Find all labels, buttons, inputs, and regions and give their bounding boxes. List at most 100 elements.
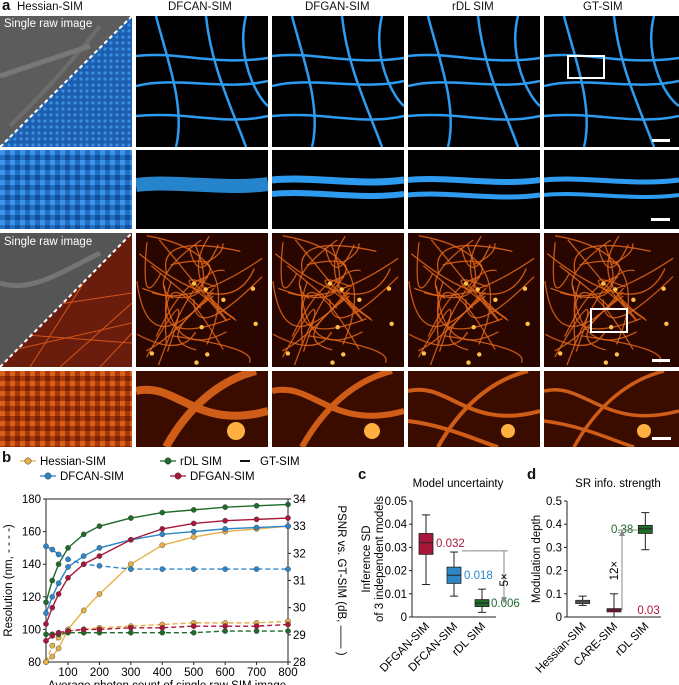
psnr-point [128,515,134,521]
y-left-axis-label: Resolution (nm, - - - -) [3,524,15,637]
actin-spot [613,287,618,292]
fold-arrowhead [619,530,625,536]
raw-label-top: Single raw image [4,18,93,30]
psnr-point [96,591,103,597]
y-tick-label: 0.02 [385,566,407,578]
actin-spot [477,352,482,357]
psnr-point [65,564,71,570]
psnr-point [253,502,260,509]
actin-spot [253,321,258,327]
actin-filament [410,253,527,295]
psnr-point [222,517,228,524]
y-axis-label: Inference SD [361,525,373,592]
resolution-point [253,623,260,629]
resolution-point [65,628,71,634]
dfcan-microtubule [136,16,268,147]
psnr-point [80,553,87,559]
psnr-point [285,501,291,508]
actin-filament [416,242,434,289]
x-axis-label: Average photon count of single raw SIM i… [48,680,286,685]
actin-network [136,235,263,366]
psnr-point [128,536,134,543]
psnr-point [159,542,166,548]
fold-arrowhead [501,597,507,604]
actin-filament [546,253,666,295]
actin-spot [661,286,666,291]
roi-box [567,55,605,79]
psnr-point [55,645,62,652]
actin-filament [164,245,241,273]
resolution-point [96,563,103,569]
psnr-point [285,515,291,521]
actin-filament [193,276,263,319]
fold-label: 5× [499,573,511,586]
y-tick-label: 0.4 [546,519,563,531]
gt-actin [544,233,679,367]
dfgan-zoom-actin [272,371,404,447]
actin-filament [313,295,350,351]
actin-filament [281,308,316,358]
psnr-point [159,509,166,516]
gt-zoom-microtubule [544,150,679,229]
roi-box [590,308,628,333]
value-label: 0.03 [637,605,659,617]
psnr-point [253,516,260,523]
actin-filament [278,244,341,299]
y-tick-label: 0.04 [385,519,408,531]
value-label: 0.018 [464,570,493,582]
actin-spot [471,324,476,330]
psnr-point [190,520,197,527]
actin-spot [389,321,394,327]
actin-spot [205,352,210,357]
sr-info-strength-chart: SR info. strength00.10.20.30.40.5Hessian… [531,478,661,676]
resolution-point [43,659,49,665]
psnr-point [65,545,71,551]
psnr-point [49,604,56,611]
y-left-tick-label: 160 [22,527,41,539]
rdl-actin [408,233,540,367]
actin-spot [203,287,208,292]
actin-filament [188,244,219,268]
psnr-point [159,526,166,532]
actin-spot [493,297,498,303]
actin-filament [449,295,486,351]
resolution-line-dfgan [45,623,289,642]
y-right-tick-label: 32 [293,548,306,560]
model-uncertainty-chart: Model uncertainty00.010.020.030.040.05DF… [361,478,520,675]
actin-spot [601,281,606,286]
panel-d-letter: d [527,466,537,483]
y-left-tick-label: 120 [22,592,41,604]
resolution-point [285,566,291,572]
actin-spot [194,360,199,365]
x-tick-label: 300 [121,667,140,679]
resolution-point [49,546,56,553]
scale-bar [652,437,671,440]
panel-c-letter: c [358,466,367,483]
y-left-tick-label: 100 [22,624,41,636]
y-left-tick-label: 140 [22,559,41,571]
resolution-point [222,628,228,634]
actin-spot [330,360,335,365]
legend-marker-dfcan [44,472,52,480]
resolution-point [222,623,228,629]
resolution-point [43,631,49,638]
actin-spot [522,286,528,291]
actin-filament [145,308,180,358]
col-header-dfgan: DFGAN-SIM [305,1,370,13]
x-tick-label: 200 [90,667,109,679]
actin-spot [466,360,471,365]
resolution-point [49,633,56,639]
resolution-point [285,621,291,628]
actin-spot [149,351,155,356]
legend-label-rdl: rDL SIM [180,456,222,468]
resolution-point [65,556,71,563]
actin-filament [586,295,624,351]
resolution-point [190,629,197,636]
x-tick-label: 600 [216,667,235,679]
resolution-point [159,629,166,636]
actin-spot [386,286,392,291]
actin-filament [307,335,387,364]
actin-filament [573,280,642,330]
actin-filament [460,244,491,268]
scale-bar [651,218,670,221]
